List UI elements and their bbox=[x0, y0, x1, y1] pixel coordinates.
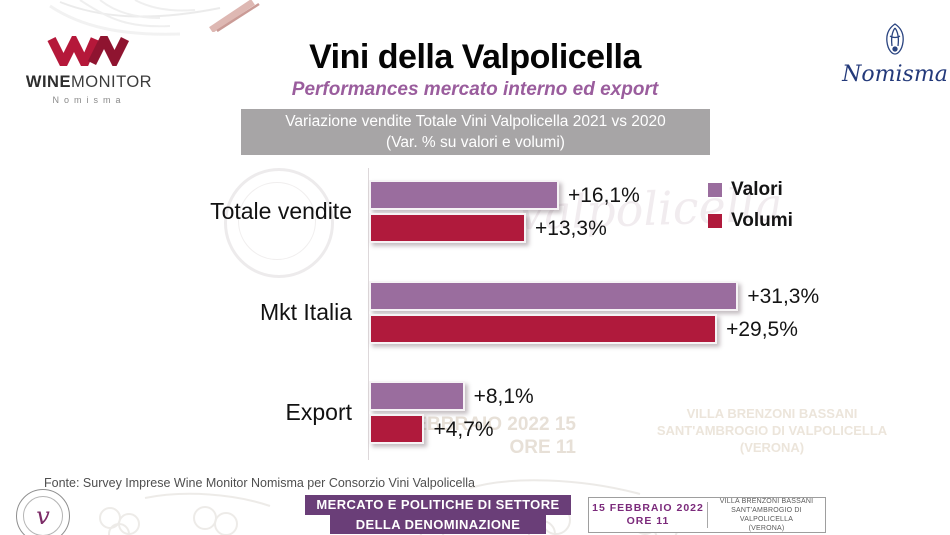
branch-watermark-top bbox=[209, 0, 260, 32]
bar-volumi-0 bbox=[369, 213, 526, 243]
footer-banner-line2: DELLA DENOMINAZIONE bbox=[330, 515, 546, 534]
legend: Valori Volumi bbox=[708, 179, 793, 232]
chart-title-line1: Variazione vendite Totale Vini Valpolice… bbox=[285, 113, 666, 130]
event-date-time: 15 FEBBRAIO 2022 ORE 11 bbox=[589, 498, 707, 532]
event-venue: VILLA BRENZONI BASSANI SANT'AMBROGIO DI … bbox=[708, 498, 825, 532]
valori-swatch-icon bbox=[708, 183, 722, 197]
event-venue-line2: SANT'AMBROGIO DI VALPOLICELLA bbox=[731, 507, 802, 523]
value-label-volumi-2: +4,7% bbox=[433, 418, 494, 441]
event-date: 15 FEBBRAIO 2022 bbox=[592, 502, 704, 514]
footer-banner-line1: MERCATO E POLITICHE DI SETTORE bbox=[305, 495, 571, 515]
source-note: Fonte: Survey Imprese Wine Monitor Nomis… bbox=[44, 476, 475, 490]
nomisma-crest-icon bbox=[886, 23, 904, 55]
event-box-divider bbox=[707, 502, 708, 528]
wine-monitor-wordmark: WINEMONITOR bbox=[25, 73, 153, 91]
event-venue-line1: VILLA BRENZONI BASSANI bbox=[719, 498, 814, 505]
nomisma-logo: Nomisma bbox=[836, 22, 950, 87]
value-label-volumi-1: +29,5% bbox=[726, 317, 798, 341]
bar-valori-0 bbox=[369, 180, 559, 210]
value-label-valori-1: +31,3% bbox=[747, 284, 820, 308]
event-info-box: 15 FEBBRAIO 2022 ORE 11 VILLA BRENZONI B… bbox=[588, 497, 826, 533]
chart-axis-line bbox=[368, 168, 369, 460]
wine-monitor-nomisma-label: Nomisma bbox=[52, 95, 126, 105]
consorzio-valpolicella-logo: v bbox=[16, 489, 70, 535]
consorzio-v-icon: v bbox=[36, 502, 50, 530]
page-title: Vini della Valpolicella bbox=[309, 38, 641, 76]
page-subtitle: Performances mercato interno ed export bbox=[291, 79, 659, 100]
category-label-0: Totale vendite bbox=[210, 198, 352, 224]
nomisma-wordmark: Nomisma bbox=[842, 62, 948, 87]
legend-label-valori: Valori bbox=[731, 179, 783, 200]
grapes-watermark-bottom-left bbox=[99, 492, 271, 535]
event-time: ORE 11 bbox=[626, 515, 670, 527]
bar-volumi-1 bbox=[369, 313, 718, 344]
wine-monitor-logo: WINEMONITOR Nomisma bbox=[14, 28, 164, 105]
value-label-volumi-0: +13,3% bbox=[534, 217, 607, 240]
bar-volumi-2 bbox=[369, 414, 425, 444]
category-label-2: Export bbox=[285, 399, 352, 425]
volumi-swatch-icon bbox=[708, 214, 722, 228]
bar-valori-2 bbox=[369, 381, 465, 411]
chart-title-banner: Variazione vendite Totale Vini Valpolice… bbox=[241, 109, 710, 155]
chart-title-line2: (Var. % su valori e volumi) bbox=[386, 134, 565, 151]
legend-item-valori: Valori bbox=[708, 179, 793, 201]
value-label-valori-0: +16,1% bbox=[567, 184, 640, 207]
category-label-1: Mkt Italia bbox=[259, 298, 352, 325]
legend-item-volumi: Volumi bbox=[708, 210, 793, 232]
consorzio-logo-inner-ring: v bbox=[23, 496, 63, 535]
event-venue-line3: (VERONA) bbox=[748, 525, 785, 532]
bar-valori-1 bbox=[369, 280, 739, 311]
value-label-valori-2: +8,1% bbox=[473, 385, 534, 408]
ghost-venue-watermark: VILLA BRENZONI BASSANI SANT'AMBROGIO DI … bbox=[656, 406, 888, 455]
wine-monitor-mark-icon bbox=[47, 28, 130, 74]
legend-label-volumi: Volumi bbox=[731, 210, 793, 231]
